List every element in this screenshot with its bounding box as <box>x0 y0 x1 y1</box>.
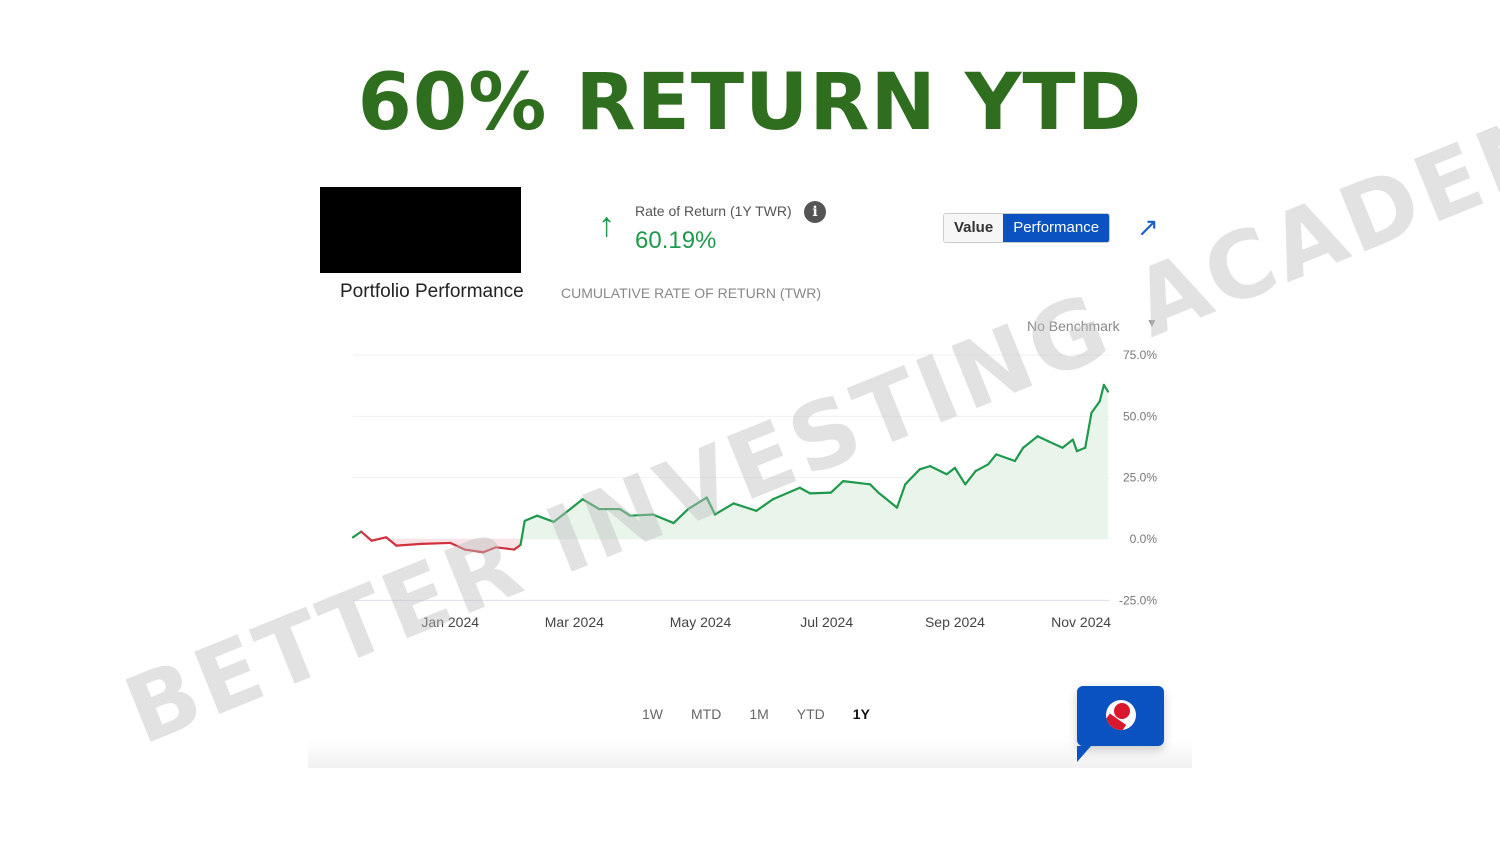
series-line-segment <box>1022 435 1039 449</box>
series-line-segment <box>360 530 373 542</box>
range-selector: 1W MTD 1M YTD 1Y <box>642 706 898 722</box>
section-title: Portfolio Performance <box>340 281 524 302</box>
series-line-segment <box>1098 383 1105 403</box>
value-button[interactable]: Value <box>944 214 1004 242</box>
series-line-segment <box>945 466 957 476</box>
range-1y[interactable]: 1Y <box>852 706 870 722</box>
range-1m[interactable]: 1M <box>749 706 769 722</box>
y-tick-label: 50.0% <box>1123 409 1157 423</box>
series-line-segment <box>395 542 423 547</box>
series-line-segment <box>618 507 632 517</box>
section-subtitle: CUMULATIVE RATE OF RETURN (TWR) <box>561 285 822 301</box>
expand-icon[interactable]: ↗ <box>1137 212 1159 242</box>
performance-button[interactable]: Performance <box>1003 214 1110 242</box>
range-ytd[interactable]: YTD <box>796 706 825 722</box>
redacted-area <box>320 187 521 273</box>
series-line-segment <box>629 513 655 517</box>
series-line-segment <box>798 486 812 495</box>
series-line-segment <box>829 480 845 494</box>
series-line-segment <box>552 509 570 523</box>
x-tick-label: May 2024 <box>670 614 732 630</box>
series-line-segment <box>986 453 998 466</box>
y-tick-label: 25.0% <box>1123 471 1157 485</box>
range-mtd[interactable]: MTD <box>691 706 722 722</box>
series-line-segment <box>351 530 363 539</box>
series-line-segment <box>463 548 485 554</box>
series-line-segment <box>713 502 735 516</box>
x-tick-label: Jan 2024 <box>421 614 479 630</box>
series-line-segment <box>370 536 388 542</box>
series-line-segment <box>672 507 690 525</box>
y-tick-label: 75.0% <box>1123 348 1157 362</box>
series-line-segment <box>482 546 497 554</box>
series-line-segment <box>1061 438 1074 449</box>
x-tick-label: Mar 2024 <box>545 614 604 630</box>
series-line-segment <box>1013 446 1025 463</box>
y-tick-label: -25.0% <box>1119 593 1157 607</box>
series-line-segment <box>995 453 1017 463</box>
series-line-segment <box>705 496 717 516</box>
series-line-segment <box>535 514 555 523</box>
series-line-segment <box>686 496 708 511</box>
info-icon[interactable]: i <box>804 201 826 223</box>
view-toggle: Value Performance <box>943 213 1111 243</box>
series-line-segment <box>1075 446 1087 453</box>
series-line-segment <box>771 486 801 501</box>
series-line-segment <box>842 480 872 486</box>
series-line-segment <box>449 541 466 551</box>
x-tick-label: Nov 2024 <box>1051 614 1111 630</box>
series-line-segment <box>513 543 522 551</box>
chat-logo-icon <box>1106 700 1136 730</box>
series-line-segment <box>918 465 932 471</box>
series-line-segment <box>1071 438 1079 453</box>
series-line-segment <box>420 541 452 546</box>
series-line-segment <box>895 483 907 509</box>
series-line-segment <box>581 498 601 511</box>
up-arrow-icon: ↑ <box>598 206 615 244</box>
series-line-segment <box>567 498 584 512</box>
rate-of-return-label: Rate of Return (1Y TWR) <box>635 203 792 219</box>
series-line-segment <box>904 468 921 486</box>
chevron-down-icon[interactable]: ▼ <box>1146 316 1158 330</box>
series-line-segment <box>1090 400 1101 414</box>
series-line-segment <box>755 498 775 512</box>
series-line-segment <box>964 469 977 486</box>
series-line-segment <box>1036 435 1050 443</box>
y-tick-label: 0.0% <box>1130 532 1158 546</box>
series-line-segment <box>651 513 675 525</box>
series-line-segment <box>494 546 516 551</box>
benchmark-dropdown[interactable]: No Benchmark <box>1027 318 1120 334</box>
series-line-segment <box>732 502 758 512</box>
series-line-segment <box>1046 440 1064 449</box>
series-line-segment <box>384 536 398 547</box>
x-tick-label: Sep 2024 <box>925 614 985 630</box>
series-line-segment <box>1084 411 1093 449</box>
rate-of-return-value: 60.19% <box>635 227 717 254</box>
series-line-segment <box>877 491 899 509</box>
series-line-segment <box>523 514 539 522</box>
series-line-segment <box>519 519 526 546</box>
range-1w[interactable]: 1W <box>642 706 663 722</box>
chat-button[interactable] <box>1077 686 1164 762</box>
series-line-segment <box>953 466 967 486</box>
x-tick-label: Jul 2024 <box>800 614 853 630</box>
positive-area <box>520 384 1108 539</box>
series-line-segment <box>1102 383 1110 393</box>
series-line-segment <box>974 463 990 473</box>
series-line-segment <box>929 465 948 476</box>
series-line-segment <box>809 491 832 495</box>
headline: 60% RETURN YTD <box>357 58 1143 148</box>
series-line-segment <box>869 483 880 494</box>
negative-area <box>361 539 521 553</box>
